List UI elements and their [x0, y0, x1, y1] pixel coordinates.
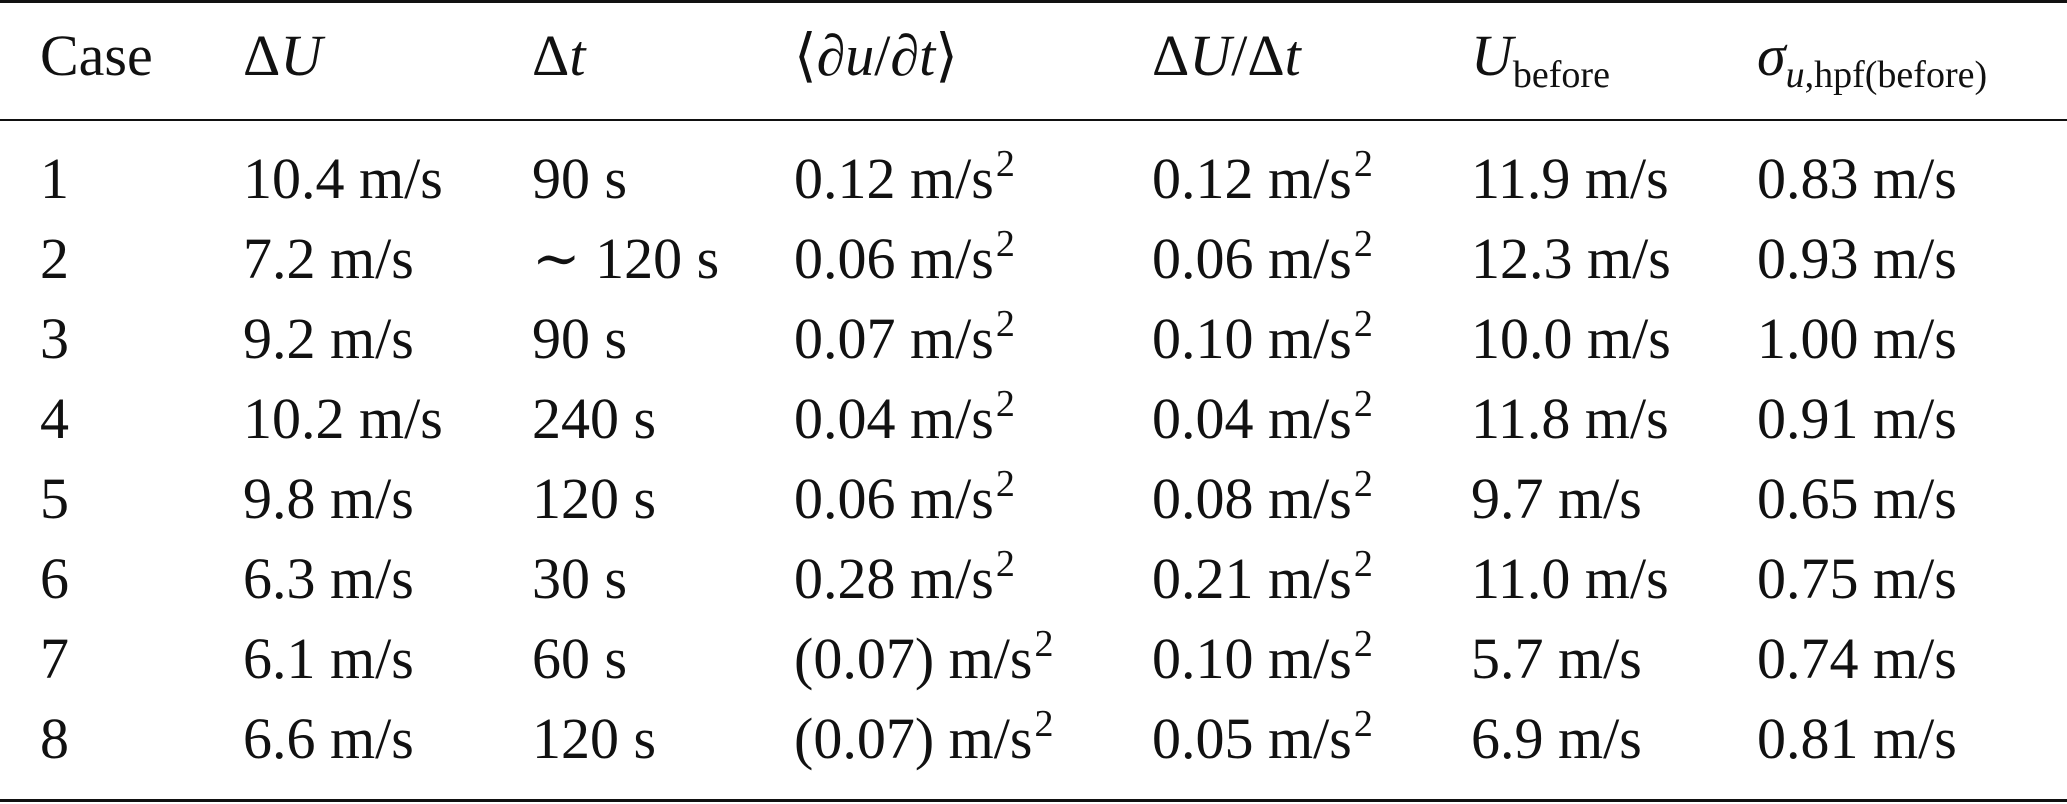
cell-delta-t: 30 s: [532, 546, 628, 611]
cell-delta-u: 10.4 m/s: [243, 146, 443, 211]
cell-sigma: 0.81 m/s: [1757, 706, 1957, 771]
cell-mean-derivative: 0.06 m/s2: [794, 463, 1015, 531]
cell-sigma: 1.00 m/s: [1757, 306, 1957, 371]
bottom-rule: [0, 799, 2067, 802]
cell-ratio: 0.06 m/s2: [1152, 223, 1373, 291]
cell-ratio: 0.08 m/s2: [1152, 463, 1373, 531]
cell-ratio: 0.10 m/s2: [1152, 623, 1373, 691]
top-rule: [0, 0, 2067, 3]
cell-case: 1: [40, 146, 69, 211]
cell-case: 7: [40, 626, 69, 691]
cell-delta-u: 6.3 m/s: [243, 546, 414, 611]
table-row: 5 9.8 m/s 120 s 0.06 m/s2 0.08 m/s2 9.7 …: [0, 459, 2067, 539]
cell-mean-derivative: 0.07 m/s2: [794, 303, 1015, 371]
cell-delta-t: ∼ 120 s: [532, 226, 720, 291]
cell-case: 6: [40, 546, 69, 611]
cell-delta-u: 9.8 m/s: [243, 466, 414, 531]
cell-ratio: 0.10 m/s2: [1152, 303, 1373, 371]
table-row: 6 6.3 m/s 30 s 0.28 m/s2 0.21 m/s2 11.0 …: [0, 539, 2067, 619]
header-u-before: Ubefore: [1471, 23, 1610, 96]
cell-u-before: 10.0 m/s: [1471, 306, 1671, 371]
cell-mean-derivative: 0.28 m/s2: [794, 543, 1015, 611]
cell-sigma: 0.83 m/s: [1757, 146, 1957, 211]
cell-delta-t: 120 s: [532, 706, 657, 771]
cell-mean-derivative: (0.07) m/s2: [794, 623, 1054, 691]
cell-case: 8: [40, 706, 69, 771]
cell-mean-derivative: (0.07) m/s2: [794, 703, 1054, 771]
cell-case: 5: [40, 466, 69, 531]
table-row: 3 9.2 m/s 90 s 0.07 m/s2 0.10 m/s2 10.0 …: [0, 299, 2067, 379]
cell-u-before: 9.7 m/s: [1471, 466, 1642, 531]
cell-case: 4: [40, 386, 69, 451]
cell-delta-t: 60 s: [532, 626, 628, 691]
cell-ratio: 0.21 m/s2: [1152, 543, 1373, 611]
header-row: Case ΔU Δt ⟨∂u/∂t⟩ ΔU/Δt Ubefore σu,hpf(…: [0, 16, 2067, 96]
header-rule: [0, 119, 2067, 121]
cell-delta-t: 90 s: [532, 146, 628, 211]
cell-mean-derivative: 0.06 m/s2: [794, 223, 1015, 291]
table-row: 4 10.2 m/s 240 s 0.04 m/s2 0.04 m/s2 11.…: [0, 379, 2067, 459]
header-sigma: σu,hpf(before): [1757, 23, 1988, 96]
header-delta-t: Δt: [532, 23, 586, 88]
cell-sigma: 0.91 m/s: [1757, 386, 1957, 451]
cell-delta-t: 240 s: [532, 386, 657, 451]
cell-ratio: 0.04 m/s2: [1152, 383, 1373, 451]
cell-case: 2: [40, 226, 69, 291]
cell-mean-derivative: 0.12 m/s2: [794, 143, 1015, 211]
cell-u-before: 11.0 m/s: [1471, 546, 1669, 611]
cell-u-before: 11.8 m/s: [1471, 386, 1669, 451]
table-row: 7 6.1 m/s 60 s (0.07) m/s2 0.10 m/s2 5.7…: [0, 619, 2067, 699]
cell-delta-u: 6.1 m/s: [243, 626, 414, 691]
cell-delta-t: 90 s: [532, 306, 628, 371]
cell-sigma: 0.65 m/s: [1757, 466, 1957, 531]
cell-sigma: 0.74 m/s: [1757, 626, 1957, 691]
cell-delta-t: 120 s: [532, 466, 657, 531]
table-row: 1 10.4 m/s 90 s 0.12 m/s2 0.12 m/s2 11.9…: [0, 139, 2067, 219]
cell-delta-u: 6.6 m/s: [243, 706, 414, 771]
cell-delta-u: 10.2 m/s: [243, 386, 443, 451]
cell-u-before: 12.3 m/s: [1471, 226, 1671, 291]
cell-u-before: 11.9 m/s: [1471, 146, 1669, 211]
cell-u-before: 6.9 m/s: [1471, 706, 1642, 771]
cell-u-before: 5.7 m/s: [1471, 626, 1642, 691]
cell-delta-u: 9.2 m/s: [243, 306, 414, 371]
cell-sigma: 0.93 m/s: [1757, 226, 1957, 291]
cell-mean-derivative: 0.04 m/s2: [794, 383, 1015, 451]
cell-sigma: 0.75 m/s: [1757, 546, 1957, 611]
cell-delta-u: 7.2 m/s: [243, 226, 414, 291]
cell-ratio: 0.12 m/s2: [1152, 143, 1373, 211]
header-ratio: ΔU/Δt: [1152, 23, 1301, 88]
header-mean-derivative: ⟨∂u/∂t⟩: [794, 23, 958, 88]
header-case: Case: [40, 23, 153, 88]
cell-ratio: 0.05 m/s2: [1152, 703, 1373, 771]
cell-case: 3: [40, 306, 69, 371]
table-row: 8 6.6 m/s 120 s (0.07) m/s2 0.05 m/s2 6.…: [0, 699, 2067, 779]
table-row: 2 7.2 m/s ∼ 120 s 0.06 m/s2 0.06 m/s2 12…: [0, 219, 2067, 299]
header-delta-u: ΔU: [243, 23, 323, 88]
